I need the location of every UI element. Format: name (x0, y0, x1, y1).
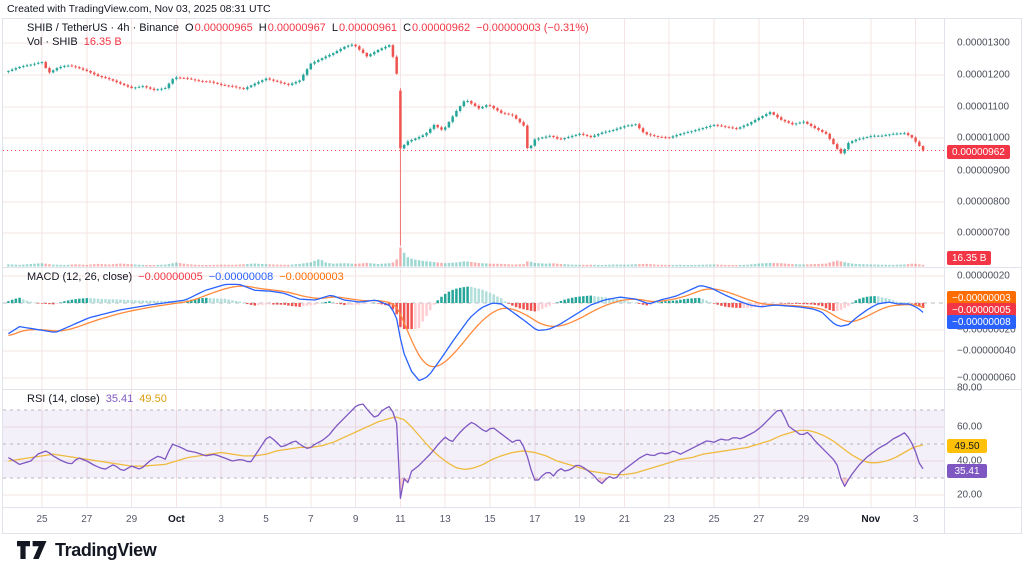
axis-label: 0.00000020 (957, 270, 1010, 282)
axis-label: 0.00001000 (957, 132, 1010, 144)
axis-label: 0.00001200 (957, 69, 1010, 81)
rsi-ma-badge: 49.50 (947, 439, 987, 453)
close-value: 0.00000962 (412, 22, 471, 34)
volume-label: Vol · SHIB (27, 36, 78, 48)
time-axis-label: 3 (912, 514, 919, 525)
time-axis-label: 25 (36, 514, 48, 525)
change-value: −0.00000003 (−0.31%) (476, 22, 589, 34)
axis-label: −0.00000040 (957, 345, 1016, 357)
time-axis-label: 23 (663, 514, 675, 525)
time-axis-label: 11 (395, 514, 406, 525)
tradingview-logo-icon (17, 541, 47, 559)
axis-label: 0.00000900 (957, 165, 1010, 177)
time-axis-label: 15 (484, 514, 496, 525)
axis-label: 0.00000700 (957, 227, 1010, 239)
time-axis-label: 27 (81, 514, 93, 525)
symbol-title: SHIB / TetherUS · 4h · Binance (27, 22, 180, 34)
time-axis-label: 27 (753, 514, 765, 525)
volume-badge: 16.35 B (947, 251, 992, 265)
macd-signal-value: −0.00000003 (279, 271, 344, 283)
time-axis-label: 29 (126, 514, 138, 525)
macd-title: MACD (12, 26, close) (27, 271, 133, 283)
macd-line-badge: −0.00000008 (947, 315, 1016, 329)
time-axis-label: 9 (352, 514, 359, 525)
time-axis-label: 29 (798, 514, 810, 525)
time-axis-label: 21 (618, 514, 630, 525)
rsi-value: 35.41 (105, 393, 134, 405)
time-axis-label: Oct (168, 514, 185, 525)
brand-text: TradingView (55, 540, 157, 560)
macd-hist-value: −0.00000005 (138, 271, 203, 283)
high-label: H (258, 22, 267, 34)
macd-signal-badge: −0.00000003 (947, 291, 1016, 305)
price-badge: 0.00000962 (947, 145, 1010, 159)
volume-value: 16.35 B (83, 36, 122, 48)
axis-label: 40.00 (957, 455, 983, 467)
rsi-ma-value: 49.50 (139, 393, 167, 405)
open-value: 0.00000965 (194, 22, 253, 34)
time-axis-label: Nov (861, 514, 881, 525)
time-axis-label: 25 (708, 514, 720, 525)
high-value: 0.00000967 (267, 22, 326, 34)
volume-legend[interactable]: Vol · SHIB 16.35 B (27, 36, 122, 48)
time-axis-label: 3 (218, 514, 224, 525)
axis-label: 60.00 (957, 421, 983, 433)
low-label: L (331, 22, 338, 34)
axis-label: 0.00001300 (957, 37, 1010, 49)
footer-brand[interactable]: TradingView (17, 540, 157, 561)
attribution-text: Created with TradingView.com, Nov 03, 20… (7, 3, 271, 15)
axis-label: 0.00000800 (957, 196, 1010, 208)
rsi-title: RSI (14, close) (27, 393, 100, 405)
macd-line-value: −0.00000008 (208, 271, 274, 283)
time-axis-label: 13 (439, 514, 451, 525)
time-axis-label: 19 (574, 514, 586, 525)
close-label: C (403, 22, 412, 34)
rsi-legend[interactable]: RSI (14, close) 35.41 49.50 (27, 393, 167, 405)
rsi-badge: 35.41 (947, 464, 987, 478)
axis-label: 80.00 (957, 382, 983, 394)
macd-legend[interactable]: MACD (12, 26, close) −0.00000005 −0.0000… (27, 271, 344, 283)
axis-label: −0.00000060 (957, 372, 1016, 384)
symbol-legend[interactable]: SHIB / TetherUS · 4h · Binance O 0.000009… (27, 22, 589, 34)
macd-hist-badge: −0.00000005 (947, 303, 1016, 317)
low-value: 0.00000961 (338, 22, 398, 34)
axis-label: 20.00 (957, 489, 983, 501)
time-axis-label: 17 (529, 514, 541, 525)
open-label: O (185, 22, 194, 34)
time-axis-label: 7 (308, 514, 314, 525)
axis-label: −0.00000020 (957, 324, 1016, 336)
axis-label: 0.00001100 (957, 101, 1010, 113)
time-axis-label: 5 (263, 514, 269, 525)
